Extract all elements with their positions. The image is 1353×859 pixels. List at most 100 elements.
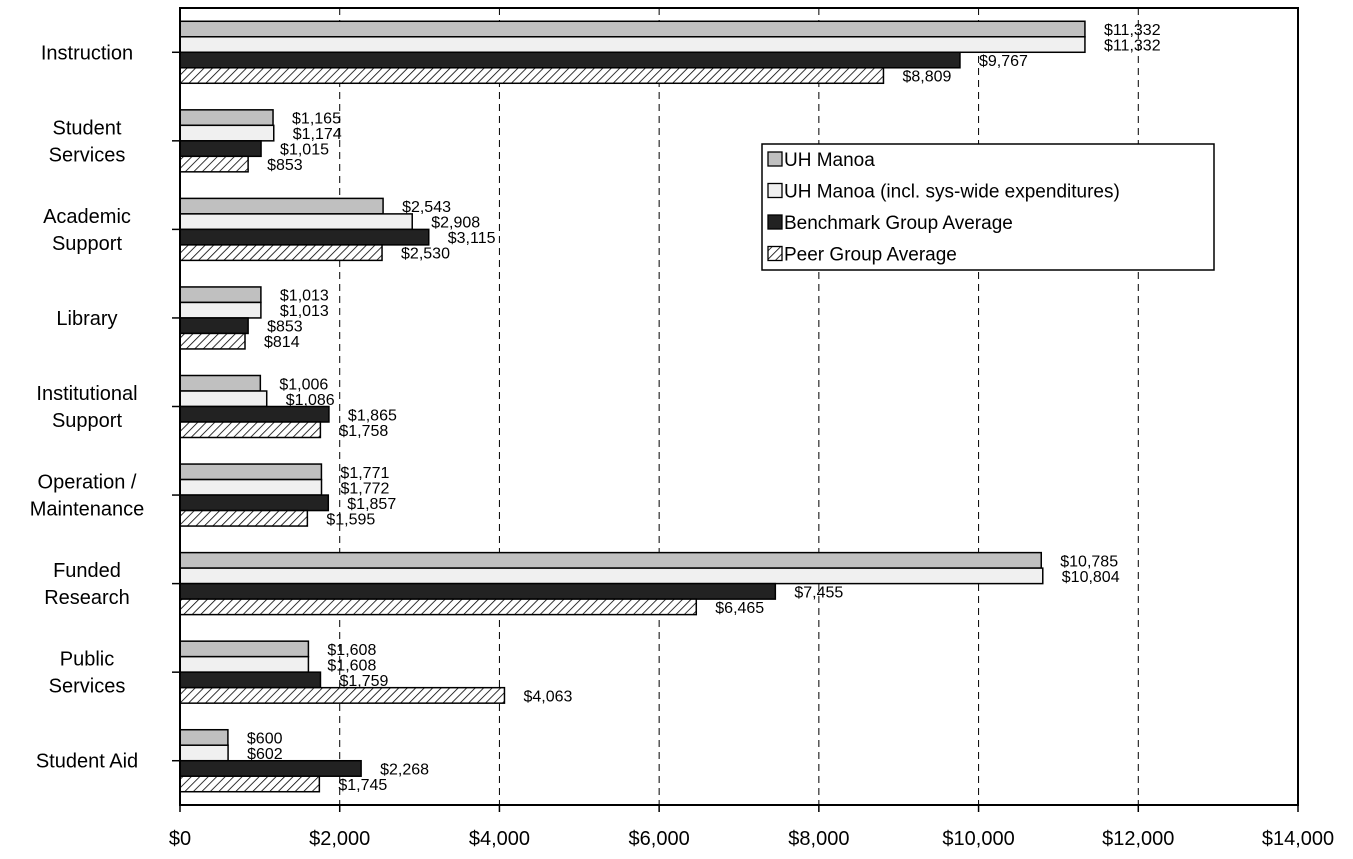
legend-label: UH Manoa — [784, 150, 875, 171]
bar — [179, 109, 274, 127]
x-tick-label: $2,000 — [309, 828, 370, 850]
bar-value-label: $1,857 — [347, 496, 396, 513]
bar — [179, 509, 309, 527]
bar-value-label: $1,595 — [326, 511, 375, 528]
bar — [179, 390, 268, 408]
bar — [179, 286, 262, 304]
bar-value-label: $1,772 — [341, 480, 390, 497]
bar-value-label: $4,063 — [523, 688, 572, 705]
bar-value-label: $814 — [264, 334, 300, 351]
bar-value-label: $853 — [267, 319, 303, 336]
bar — [179, 213, 413, 231]
bar-value-label: $1,015 — [280, 142, 329, 159]
category-labels: Instruction Student Services Academic Suppor… — [30, 42, 145, 772]
x-tick-label: $8,000 — [788, 828, 849, 850]
bar-value-label: $11,332 — [1104, 22, 1161, 39]
bar-value-label: $10,785 — [1060, 553, 1118, 570]
bar — [179, 421, 322, 439]
x-tick-labels: $0 $2,000 $4,000 $6,000 $8,000 $10,000 $12,000… — [169, 828, 1334, 850]
category-label: Student — [53, 117, 122, 139]
bar — [179, 494, 330, 512]
bar — [179, 582, 777, 600]
legend-swatch — [767, 245, 783, 262]
data-labels: $11,332$11,332$9,767$8,809$1,165$1,174$1… — [247, 22, 1161, 794]
bar — [179, 671, 322, 689]
category-label: Instruction — [41, 42, 133, 64]
bar-value-label: $7,455 — [794, 584, 843, 601]
legend-box — [761, 143, 1215, 271]
legend-swatch — [767, 151, 783, 167]
bar — [179, 463, 323, 481]
bar — [179, 51, 961, 69]
bar-value-label: $1,865 — [348, 407, 397, 424]
bar — [179, 228, 430, 246]
bar-value-label: $1,759 — [339, 673, 388, 690]
category-label: Support — [52, 410, 122, 432]
category-label: Support — [52, 233, 122, 255]
x-tick-label: $4,000 — [469, 828, 530, 850]
bar-value-label: $2,908 — [431, 215, 480, 232]
bar-value-label: $1,608 — [327, 657, 376, 674]
bar — [179, 317, 249, 335]
bar-value-label: $600 — [247, 730, 283, 747]
bar — [179, 332, 246, 350]
plot-area-border — [179, 7, 1299, 806]
category-label: Maintenance — [30, 499, 145, 521]
category-label: Operation / — [38, 472, 137, 494]
bar-value-label: $3,115 — [448, 230, 496, 247]
category-label: Student Aid — [36, 751, 138, 773]
bar — [179, 640, 310, 658]
bar-value-label: $11,332 — [1104, 38, 1161, 55]
legend-label: Peer Group Average — [784, 245, 957, 266]
x-tick-label: $10,000 — [942, 828, 1014, 850]
bar-value-label: $2,268 — [380, 761, 429, 778]
bar — [179, 155, 249, 173]
bar-value-label: $1,086 — [286, 392, 335, 409]
legend-swatch — [767, 214, 783, 230]
legend-label: Benchmark Group Average — [784, 213, 1013, 234]
legend: UH Manoa UH Manoa (incl. sys-wide expendi… — [761, 143, 1215, 271]
x-tick-label: $6,000 — [629, 828, 690, 850]
bar — [179, 20, 1086, 38]
category-label: Services — [49, 676, 126, 698]
bar — [179, 728, 229, 746]
bar — [179, 775, 321, 793]
bar-value-label: $6,465 — [715, 600, 764, 617]
bar — [179, 36, 1086, 54]
category-label: Library — [56, 308, 117, 330]
bar — [179, 140, 262, 158]
bar-value-label: $2,543 — [402, 199, 451, 216]
bar-value-label: $602 — [247, 746, 283, 763]
category-label: Academic — [43, 206, 131, 228]
x-tick-label: $12,000 — [1102, 828, 1174, 850]
bar-value-label: $1,006 — [279, 376, 328, 393]
legend-swatch — [767, 182, 783, 199]
bar — [179, 655, 310, 673]
bar-value-label: $1,013 — [280, 288, 329, 305]
bar-value-label: $1,174 — [293, 126, 342, 143]
bar-value-label: $1,771 — [340, 465, 389, 482]
category-label: Research — [44, 587, 130, 609]
bar — [179, 301, 262, 319]
bar-value-label: $853 — [267, 157, 303, 174]
bar-value-label: $10,804 — [1062, 569, 1120, 586]
bar — [179, 744, 229, 762]
bar — [179, 124, 275, 142]
bar-value-label: $9,767 — [979, 53, 1028, 70]
bar — [179, 598, 698, 616]
bar — [179, 567, 1044, 585]
bar-value-label: $2,530 — [401, 246, 450, 263]
bar — [179, 478, 323, 496]
legend-label: UH Manoa (incl. sys-wide expenditures) — [784, 182, 1120, 203]
bar-value-label: $1,608 — [327, 642, 376, 659]
bar — [179, 197, 384, 215]
category-label: Public — [60, 649, 114, 671]
category-label: Institutional — [36, 383, 137, 405]
bar — [179, 551, 1043, 569]
bar-value-label: $1,745 — [338, 777, 387, 794]
x-tick-label: $0 — [169, 828, 191, 850]
category-label: Services — [49, 144, 126, 166]
bars — [179, 20, 1086, 793]
bar-value-label: $1,165 — [292, 111, 341, 128]
